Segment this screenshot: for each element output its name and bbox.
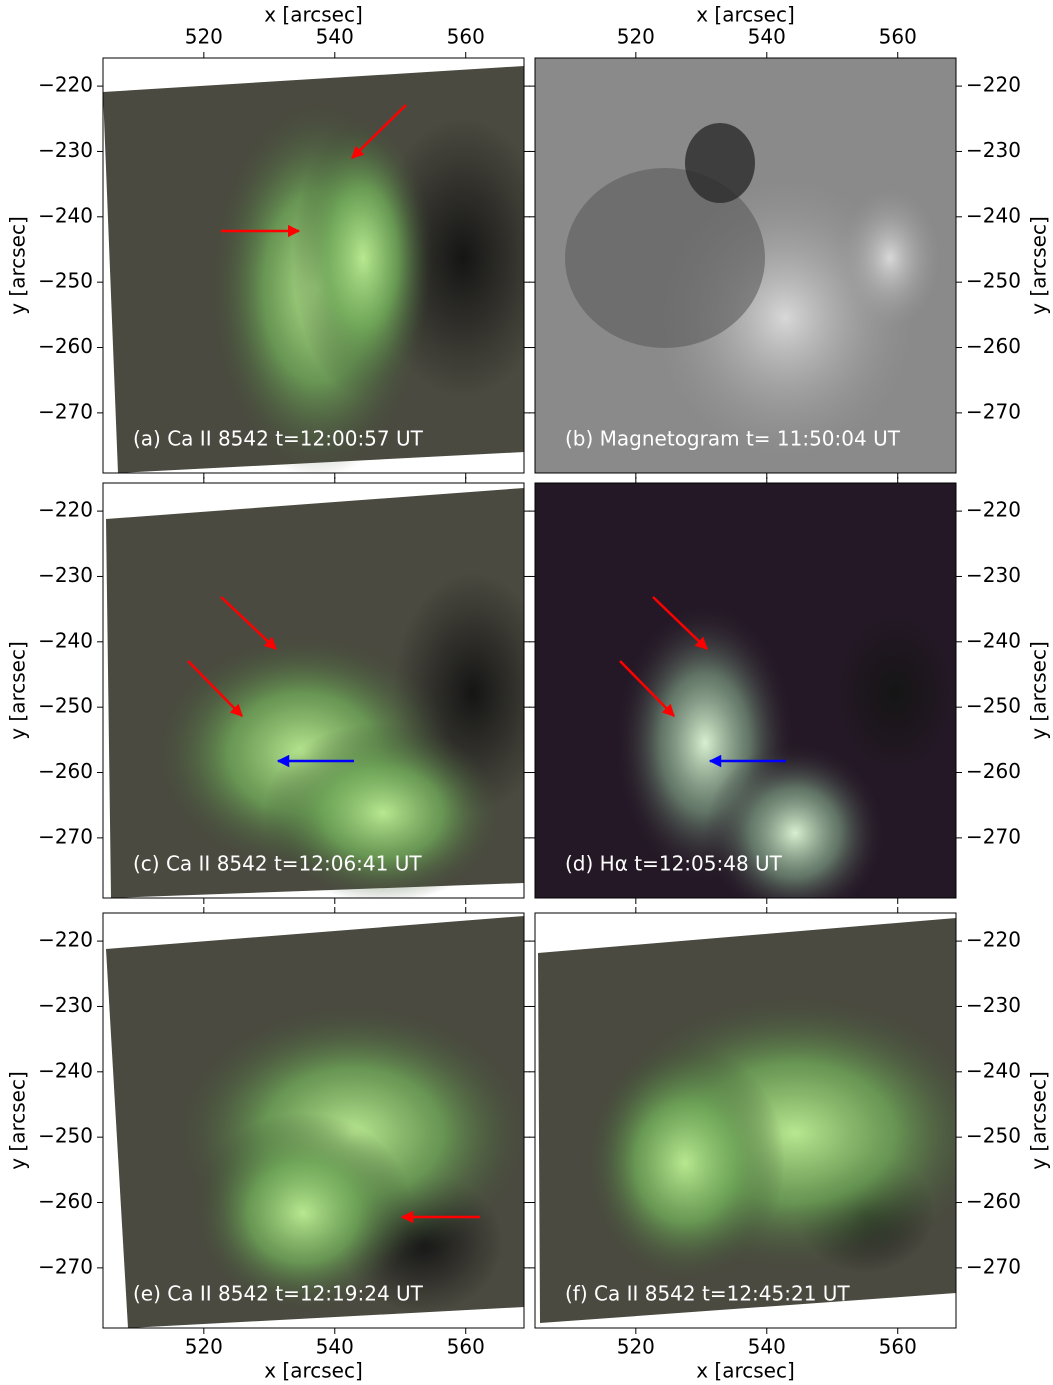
bright-ribbon [263,723,503,903]
bright-ribbon [293,118,433,398]
x-tick-label: 520 [617,1335,655,1359]
y-tick-label: −250 [38,1124,93,1148]
x-tick-label: 560 [447,1335,485,1359]
y-tick-label: −220 [966,498,1021,522]
x-tick-label: 560 [879,1335,917,1359]
y-tick-label: −270 [966,824,1021,848]
y-tick-label: −250 [38,694,93,718]
y-tick-label: −240 [38,1058,93,1082]
y-tick-label: −250 [38,269,93,293]
y-tick-label: −230 [38,993,93,1017]
y-tick-label: −270 [38,824,93,848]
panel: (c) Ca II 8542 t=12:06:41 UT −220 −230 −240… [6,477,554,904]
y-tick-label: −240 [966,1058,1021,1082]
y-axis-label: y [arcsec] [6,1071,30,1170]
y-axis-label: y [arcsec] [6,641,30,740]
x-axis-label: x [arcsec] [264,3,363,27]
x-tick-label: 560 [879,25,917,49]
solar-image [103,66,553,478]
solar-image [535,58,956,473]
solar-image [106,916,533,1328]
x-axis-label: x [arcsec] [696,1359,795,1383]
y-axis-label: y [arcsec] [1027,641,1051,740]
solar-image [538,918,995,1323]
panel-label: (c) Ca II 8542 t=12:06:41 UT [133,852,422,876]
y-tick-label: −270 [966,399,1021,423]
x-tick-label: 540 [748,1335,786,1359]
y-tick-label: −250 [966,269,1021,293]
y-tick-label: −260 [38,1189,93,1213]
panel-label: (a) Ca II 8542 t=12:00:57 UT [133,427,424,451]
y-tick-label: −260 [38,334,93,358]
page: (a) Ca II 8542 t=12:00:57 UT 520 540 560 −22… [0,0,1053,1385]
y-tick-label: −260 [966,759,1021,783]
x-tick-label: 540 [316,25,354,49]
y-axis-label: y [arcsec] [1027,1071,1051,1170]
y-tick-label: −260 [966,1189,1021,1213]
bright-ribbon [705,743,885,923]
y-tick-label: −250 [966,1124,1021,1148]
y-tick-label: −220 [38,928,93,952]
panel: (f) Ca II 8542 t=12:45:21 UT 520 540 560 −22… [529,907,1051,1383]
figure: (a) Ca II 8542 t=12:00:57 UT 520 540 560 −22… [0,0,1053,1385]
y-tick-label: −220 [38,498,93,522]
y-tick-label: −240 [966,628,1021,652]
y-tick-label: −270 [38,1254,93,1278]
x-tick-label: 560 [447,25,485,49]
x-tick-label: 540 [748,25,786,49]
y-axis-label: y [arcsec] [6,216,30,315]
x-tick-label: 520 [617,25,655,49]
panel-label: (e) Ca II 8542 t=12:19:24 UT [133,1282,424,1306]
y-tick-label: −230 [38,563,93,587]
panel: (e) Ca II 8542 t=12:19:24 UT 520 540 560 −22… [6,907,534,1383]
panel: (b) Magnetogram t= 11:50:04 UT 520 540 560 −… [529,3,1051,480]
x-axis-label: x [arcsec] [696,3,795,27]
y-tick-label: −230 [38,138,93,162]
solar-image [106,488,553,903]
y-tick-label: −230 [966,563,1021,587]
y-tick-label: −240 [38,203,93,227]
x-tick-label: 520 [185,1335,223,1359]
panel-label: (f) Ca II 8542 t=12:45:21 UT [565,1282,850,1306]
y-axis-label: y [arcsec] [1027,216,1051,315]
y-tick-label: −260 [966,334,1021,358]
y-tick-label: −250 [966,694,1021,718]
x-tick-label: 520 [185,25,223,49]
y-tick-label: −260 [38,759,93,783]
panel: (d) Hα t=12:05:48 UT −220 −230 −240 −250 −260… [529,477,1051,923]
positive-polarity [840,188,940,328]
y-tick-label: −220 [966,928,1021,952]
y-tick-label: −220 [38,73,93,97]
y-tick-label: −240 [38,628,93,652]
y-tick-label: −270 [966,1254,1021,1278]
y-tick-label: −270 [38,399,93,423]
panel-label: (d) Hα t=12:05:48 UT [565,852,783,876]
y-tick-label: −240 [966,203,1021,227]
y-tick-label: −230 [966,138,1021,162]
x-tick-label: 540 [316,1335,354,1359]
y-tick-label: −230 [966,993,1021,1017]
sunspot [835,613,955,773]
negative-polarity [685,123,755,203]
panel: (a) Ca II 8542 t=12:00:57 UT 520 540 560 −22… [6,3,554,480]
bright-ribbon [585,1043,785,1283]
y-tick-label: −220 [966,73,1021,97]
x-axis-label: x [arcsec] [264,1359,363,1383]
panel-label: (b) Magnetogram t= 11:50:04 UT [565,427,901,451]
